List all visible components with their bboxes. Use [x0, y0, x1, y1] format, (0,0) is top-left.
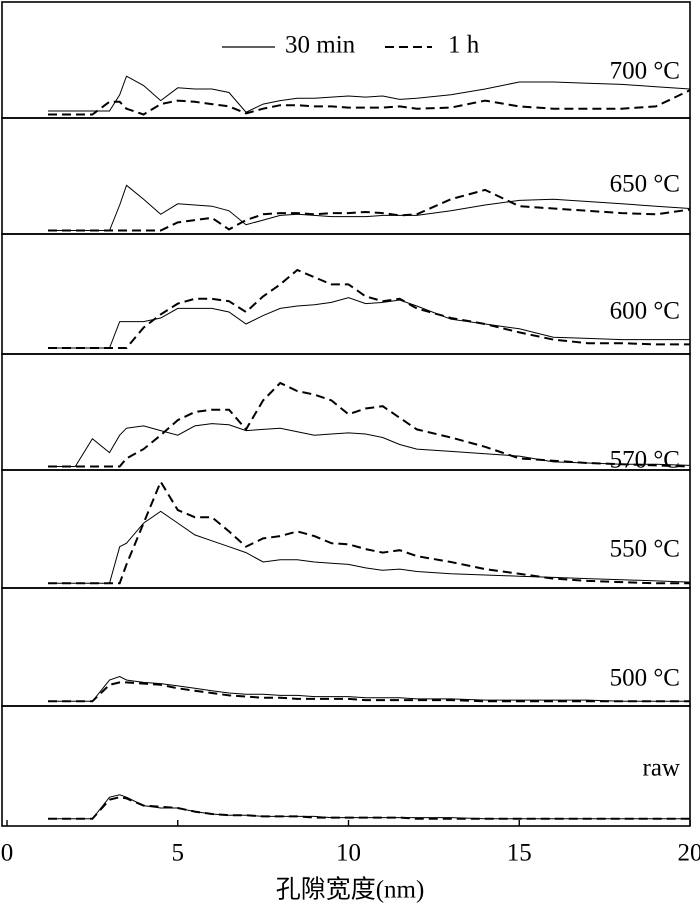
- x-tick-label: 0: [1, 840, 14, 867]
- x-tick-label: 10: [336, 840, 361, 867]
- data-line: [48, 188, 691, 232]
- panel-label: 600 °C: [610, 298, 680, 325]
- panel-label: 700 °C: [610, 58, 680, 85]
- x-axis-label: 孔隙宽度(nm): [276, 876, 425, 904]
- panel-frame: [1, 233, 691, 355]
- data-line: [48, 423, 691, 467]
- panel-label: raw: [643, 755, 680, 782]
- x-tick-label: 20: [678, 840, 700, 867]
- data-line: [48, 268, 690, 349]
- data-line: [48, 89, 691, 116]
- data-line: [48, 479, 690, 585]
- data-line: [48, 681, 690, 703]
- x-tick-label: 15: [507, 840, 532, 867]
- panel-label: 550 °C: [610, 536, 680, 563]
- panel-frame: [1, 1, 691, 119]
- data-line: [48, 297, 690, 349]
- data-line: [48, 75, 691, 113]
- legend-label: 30 min: [285, 32, 356, 59]
- panel-frame: [1, 705, 691, 827]
- x-tick-label: 5: [172, 840, 185, 867]
- panel-frame: [1, 469, 691, 589]
- legend-label: 1 h: [448, 32, 480, 59]
- data-line: [48, 381, 691, 468]
- data-line: [48, 796, 690, 820]
- panel-label: 650 °C: [610, 171, 680, 198]
- data-line: [48, 794, 690, 820]
- data-line: [48, 184, 691, 231]
- data-line: [48, 675, 690, 702]
- data-line: [48, 510, 691, 584]
- panel-label: 500 °C: [610, 665, 680, 692]
